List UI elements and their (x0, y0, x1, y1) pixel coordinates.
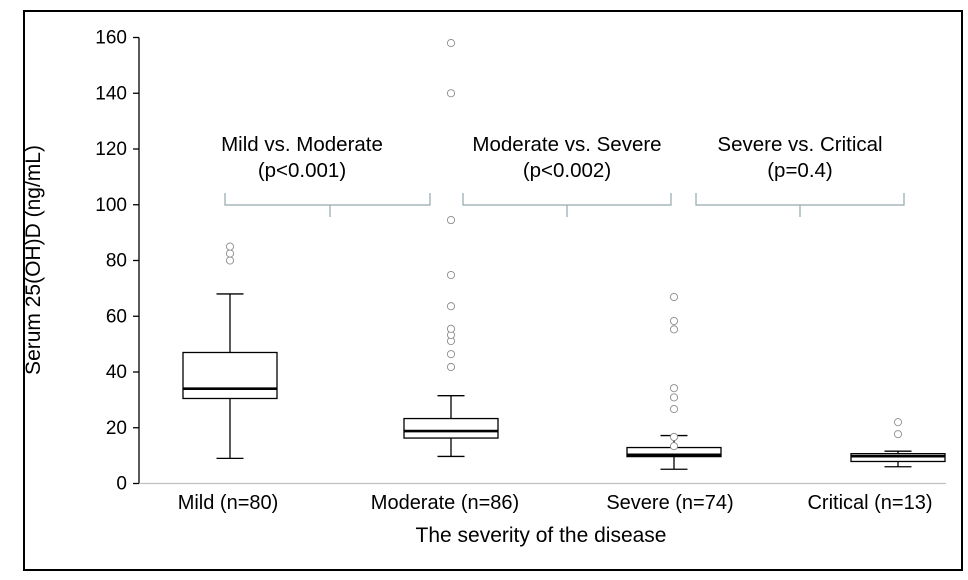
svg-text:Mild (n=80): Mild (n=80) (178, 492, 279, 514)
svg-text:160: 160 (95, 28, 127, 49)
svg-text:100: 100 (95, 195, 127, 216)
svg-text:140: 140 (95, 83, 127, 104)
svg-text:Serum 25(OH)D (ng/mL): Serum 25(OH)D (ng/mL) (22, 145, 45, 375)
svg-text:(p<0.002): (p<0.002) (523, 159, 611, 182)
svg-text:0: 0 (116, 474, 127, 495)
svg-text:20: 20 (106, 418, 127, 439)
svg-text:Mild vs. Moderate: Mild vs. Moderate (221, 133, 383, 156)
svg-text:Moderate (n=86): Moderate (n=86) (371, 492, 519, 514)
svg-text:(p=0.4): (p=0.4) (767, 159, 833, 182)
svg-text:40: 40 (106, 362, 127, 383)
svg-text:(p<0.001): (p<0.001) (258, 159, 346, 182)
svg-text:120: 120 (95, 139, 127, 160)
svg-text:Severe (n=74): Severe (n=74) (606, 492, 733, 514)
svg-text:80: 80 (106, 251, 127, 272)
svg-text:Critical (n=13): Critical (n=13) (807, 492, 932, 514)
svg-text:The severity of the disease: The severity of the disease (416, 524, 667, 547)
svg-text:60: 60 (106, 306, 127, 327)
svg-text:Severe vs. Critical: Severe vs. Critical (717, 133, 882, 156)
svg-text:Moderate vs. Severe: Moderate vs. Severe (472, 133, 661, 156)
